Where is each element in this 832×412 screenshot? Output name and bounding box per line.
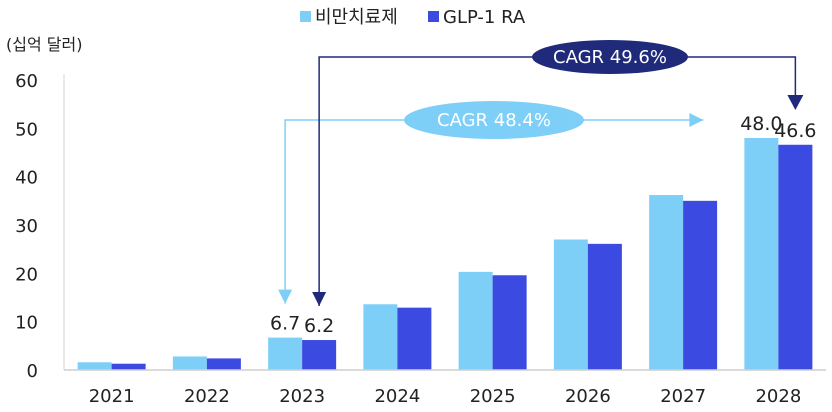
bars (77, 138, 813, 370)
cagr-label: CAGR 49.6% (553, 47, 667, 68)
x-tick-label: 2026 (565, 386, 611, 407)
x-tick-label: 2022 (184, 386, 230, 407)
cagr-badge (532, 40, 688, 74)
bar-glp1-ra-2021 (111, 363, 146, 370)
x-tick-label: 2028 (755, 386, 801, 407)
y-axis: 0 10 20 30 40 50 60 (15, 71, 65, 382)
bar-obesity-drugs-2021 (77, 362, 112, 370)
legend: 비만치료제 GLP-1 RA (300, 7, 526, 28)
y-tick-label: 40 (15, 168, 38, 189)
x-tick-label: 2023 (279, 386, 325, 407)
bar-obesity-drugs-2025 (458, 271, 493, 370)
data-label: 46.6 (774, 120, 816, 142)
arrow-down-icon (787, 95, 804, 110)
bar-glp1-ra-2023 (302, 340, 337, 370)
bar-obesity-drugs-2027 (649, 195, 684, 370)
x-tick-label: 2021 (89, 386, 135, 407)
cagr-badge (404, 101, 584, 139)
bar-obesity-drugs-2024 (363, 304, 398, 370)
bar-glp1-ra-2027 (683, 200, 718, 370)
cagr-annotations: CAGR 48.4% CAGR 49.6% (278, 40, 804, 307)
bar-obesity-drugs-2026 (553, 239, 588, 370)
x-axis: 2021 2022 2023 2024 2025 2026 2027 2028 (64, 369, 826, 407)
y-tick-label: 10 (15, 313, 38, 334)
arrow-down-icon (312, 292, 327, 307)
arrow-right-icon (689, 113, 704, 127)
y-tick-label: 60 (15, 71, 38, 92)
bar-obesity-drugs-2023 (268, 337, 303, 370)
data-label: 48.0 (740, 113, 782, 135)
bar-glp1-ra-2022 (206, 358, 241, 370)
y-axis-label: (십억 달러) (6, 35, 82, 54)
y-tick-label: 0 (27, 361, 38, 382)
x-tick-label: 2024 (374, 386, 420, 407)
data-label: 6.7 (270, 313, 300, 335)
bar-obesity-drugs-2022 (172, 356, 207, 370)
cagr-label: CAGR 48.4% (437, 110, 551, 131)
legend-swatch (428, 11, 439, 22)
y-tick-label: 30 (15, 216, 38, 237)
bar-obesity-drugs-2028 (744, 138, 779, 370)
arrow-down-icon (278, 289, 293, 304)
y-tick-label: 20 (15, 264, 38, 285)
legend-label: GLP-1 RA (443, 7, 526, 28)
data-labels: 6.7 6.2 48.046.6 (270, 113, 817, 337)
y-tick-label: 50 (15, 119, 38, 140)
x-tick-label: 2025 (470, 386, 516, 407)
bar-glp1-ra-2024 (397, 307, 432, 370)
bar-glp1-ra-2026 (587, 243, 622, 370)
legend-label: 비만치료제 (315, 7, 398, 28)
legend-swatch (300, 11, 311, 22)
bar-glp1-ra-2025 (492, 275, 527, 370)
data-label: 6.2 (304, 315, 334, 337)
x-tick-label: 2027 (660, 386, 706, 407)
bar-glp1-ra-2028 (778, 144, 813, 370)
